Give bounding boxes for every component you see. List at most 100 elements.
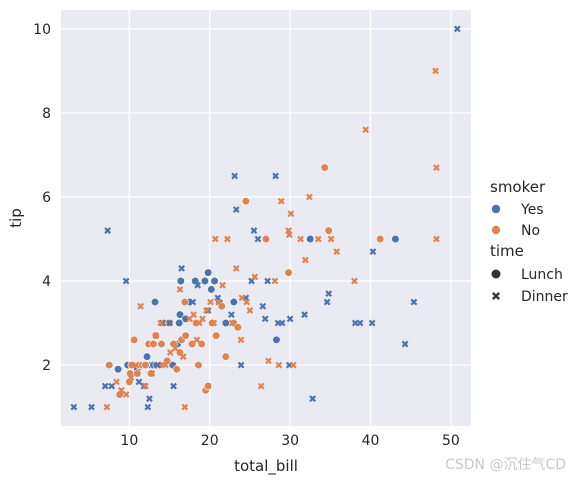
data-point xyxy=(133,369,142,378)
data-point xyxy=(207,298,214,306)
y-tick-label: 8 xyxy=(42,106,51,122)
legend-marker-yes xyxy=(491,204,501,214)
data-point xyxy=(140,382,148,390)
data-point xyxy=(324,226,333,235)
data-point xyxy=(194,281,202,289)
data-point xyxy=(175,318,184,328)
data-point xyxy=(254,235,262,243)
data-point xyxy=(152,332,160,340)
data-point xyxy=(127,374,135,382)
data-points xyxy=(70,25,461,411)
data-point xyxy=(157,339,166,349)
data-point xyxy=(219,281,226,289)
data-point xyxy=(325,290,333,298)
data-point xyxy=(200,276,210,286)
legend-title-time: time xyxy=(490,242,524,260)
data-point xyxy=(176,286,184,293)
data-point xyxy=(285,231,293,239)
data-point xyxy=(261,234,271,244)
data-point xyxy=(232,265,240,272)
data-point xyxy=(113,365,123,374)
data-point xyxy=(232,206,240,213)
data-point xyxy=(108,382,116,390)
data-point xyxy=(224,235,231,243)
y-tick-label: 4 xyxy=(42,274,51,290)
y-axis-title: tip xyxy=(7,208,25,228)
data-point xyxy=(70,403,78,411)
data-point xyxy=(231,172,239,180)
data-point xyxy=(189,298,197,306)
data-point xyxy=(141,360,150,370)
data-point xyxy=(178,265,185,272)
data-point xyxy=(221,352,230,361)
grid-lines xyxy=(61,10,471,426)
data-point xyxy=(302,256,309,264)
y-tick-label: 2 xyxy=(42,358,51,374)
data-point xyxy=(246,307,254,314)
legend-label-yes: Yes xyxy=(520,202,544,218)
data-point xyxy=(272,335,281,344)
legend-label-no: No xyxy=(521,223,540,239)
legend-marker-dinner xyxy=(491,291,501,301)
data-point xyxy=(154,361,161,369)
data-point xyxy=(237,336,245,344)
data-point xyxy=(257,382,265,390)
data-point xyxy=(272,172,280,180)
data-point xyxy=(166,319,173,327)
data-point xyxy=(327,235,335,243)
data-point xyxy=(356,319,364,327)
data-point xyxy=(187,339,197,349)
data-point xyxy=(261,315,269,323)
data-point xyxy=(142,382,149,390)
data-point xyxy=(170,382,177,390)
data-point xyxy=(453,25,461,33)
data-point xyxy=(241,197,251,206)
data-point xyxy=(158,319,166,327)
data-point xyxy=(320,163,329,172)
data-point xyxy=(117,386,125,394)
x-axis-title: total_bill xyxy=(234,457,298,476)
data-point xyxy=(197,339,206,349)
data-point xyxy=(351,277,358,285)
data-point xyxy=(146,395,153,403)
data-point xyxy=(103,403,111,411)
legend: smoker Yes No time Lunch Dinner xyxy=(490,178,568,305)
legend-label-dinner: Dinner xyxy=(521,289,568,305)
data-point xyxy=(215,298,222,306)
data-point xyxy=(113,378,120,386)
data-point xyxy=(433,164,440,171)
data-point xyxy=(271,277,279,285)
data-point xyxy=(369,248,377,255)
data-point xyxy=(306,234,315,244)
data-point xyxy=(149,339,158,349)
data-point xyxy=(150,297,160,307)
data-point xyxy=(229,297,238,307)
data-point xyxy=(190,311,198,319)
data-point xyxy=(181,403,189,411)
data-point xyxy=(199,315,206,323)
data-point xyxy=(277,197,285,205)
data-point xyxy=(433,235,440,243)
data-point xyxy=(148,370,156,377)
data-point xyxy=(368,319,376,327)
data-point xyxy=(287,210,295,218)
data-point xyxy=(171,344,179,352)
data-point xyxy=(122,391,130,398)
data-point xyxy=(144,403,152,411)
data-point xyxy=(207,285,216,294)
data-point xyxy=(211,235,219,243)
data-point xyxy=(289,361,297,369)
data-point xyxy=(314,235,322,243)
data-point xyxy=(132,361,140,369)
data-point xyxy=(237,361,245,369)
data-point xyxy=(391,234,400,244)
data-point xyxy=(166,349,174,356)
data-point xyxy=(142,352,152,361)
data-point xyxy=(251,273,259,281)
data-point xyxy=(221,318,230,328)
x-tick-label: 50 xyxy=(442,433,460,449)
watermark: CSDN @沉住气CD xyxy=(445,457,566,473)
legend-marker-no xyxy=(491,225,501,235)
data-point xyxy=(181,331,190,340)
data-point xyxy=(176,276,185,286)
